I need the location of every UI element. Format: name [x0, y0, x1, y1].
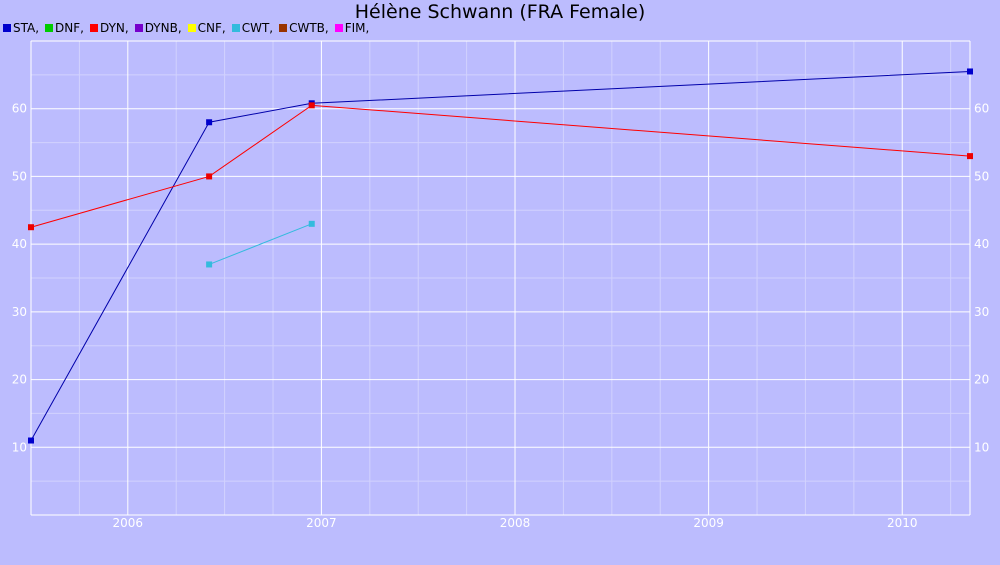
- y-tick-label-right: 30: [974, 305, 989, 319]
- x-tick-label: 2010: [887, 516, 918, 530]
- legend-item: STA,: [3, 21, 39, 35]
- legend-item: CWT,: [231, 21, 274, 35]
- y-tick-label-left: 40: [12, 237, 27, 251]
- data-point-dyn: [206, 173, 213, 180]
- y-tick-label-right: 20: [974, 373, 989, 387]
- legend-swatch: [45, 24, 54, 32]
- data-point-dyn: [28, 224, 34, 231]
- major-gridlines: [31, 41, 970, 515]
- legend-swatch: [279, 24, 288, 32]
- legend-item: CWTB,: [279, 21, 329, 35]
- legend-item: CNF,: [187, 21, 226, 35]
- series-line-sta: [30, 70, 971, 441]
- legend-label: DNF,: [55, 21, 84, 35]
- tick-labels: 2006 2007 2008 2009 2010 10 10 20 20 30 30 40 40 50 50…: [12, 102, 990, 530]
- legend-swatch: [134, 24, 143, 32]
- y-tick-label-left: 20: [12, 373, 27, 387]
- y-tick-label-left: 60: [12, 102, 27, 116]
- x-tick-label: 2006: [113, 516, 144, 530]
- y-tick-label-left: 50: [12, 169, 27, 183]
- data-point-dyn: [967, 153, 973, 160]
- chart-title: Hélène Schwann (FRA Female): [354, 1, 646, 23]
- x-tick-label: 2007: [306, 516, 337, 530]
- legend-item: DYN,: [89, 21, 129, 35]
- legend-swatch: [187, 24, 196, 32]
- data-point-dyn: [308, 102, 315, 109]
- legend: STA, DNF, DYN, DYNB, CNF, CWT, CWTB, FIM,: [3, 21, 375, 35]
- legend-item: DNF,: [45, 21, 84, 35]
- legend-swatch: [3, 24, 11, 32]
- y-tick-label-right: 60: [974, 102, 989, 116]
- x-tick-label: 2009: [693, 516, 724, 530]
- y-tick-label-right: 50: [974, 169, 989, 183]
- x-tick-label: 2008: [500, 516, 531, 530]
- series-layer: [28, 68, 973, 444]
- legend-label: CWTB,: [289, 21, 329, 35]
- data-point-sta: [28, 437, 34, 444]
- y-tick-label-left: 30: [12, 305, 27, 319]
- data-point-cwt: [206, 261, 213, 268]
- axes: [30, 40, 971, 516]
- y-tick-label-right: 40: [974, 237, 989, 251]
- legend-swatch: [89, 24, 98, 32]
- data-point-cwt: [308, 220, 315, 227]
- data-point-sta: [967, 68, 973, 75]
- data-point-sta: [206, 119, 213, 126]
- legend-label: CNF,: [197, 21, 226, 35]
- y-tick-label-right: 10: [974, 440, 989, 454]
- legend-label: FIM,: [344, 21, 370, 35]
- series-line-cwt: [208, 223, 312, 265]
- legend-label: DYN,: [99, 21, 129, 35]
- legend-label: STA,: [13, 21, 40, 35]
- legend-swatch: [231, 24, 240, 32]
- legend-swatch: [334, 24, 343, 32]
- series-line-dyn: [30, 104, 971, 228]
- legend-label: DYNB,: [144, 21, 182, 35]
- legend-item: FIM,: [334, 21, 370, 35]
- y-tick-label-left: 10: [12, 440, 27, 454]
- minor-gridlines: [30, 41, 970, 515]
- legend-label: CWT,: [241, 21, 274, 35]
- legend-item: DYNB,: [134, 21, 182, 35]
